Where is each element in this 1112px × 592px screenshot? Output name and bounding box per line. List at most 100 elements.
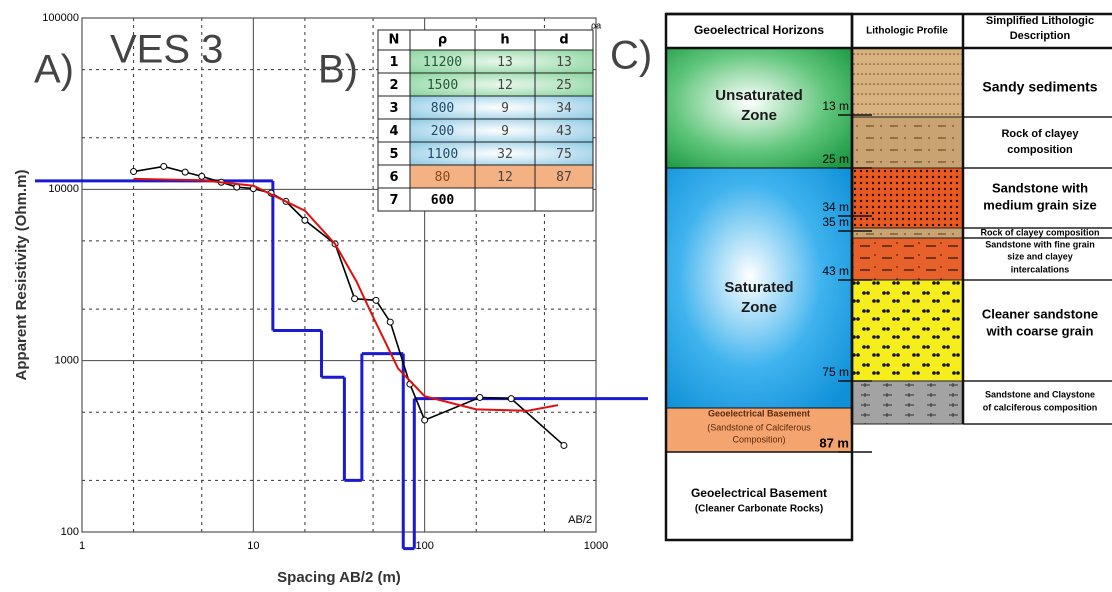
data-point <box>198 172 206 180</box>
chart-title: VES 3 <box>110 28 223 72</box>
table-row-bg <box>410 188 593 211</box>
table-cell: 7 <box>389 193 398 208</box>
y-axis-label: Apparent Resistivity (Ohm.m) <box>13 170 30 381</box>
lithology-label: intercalations <box>1011 264 1070 274</box>
depth-label: 13 m <box>822 99 849 113</box>
panel-b: B) N ρ h d 1 11200 13 13 2 1500 12 25 3 800 9 34 4 200 9 43 5… <box>318 29 594 212</box>
table-row-bg <box>410 96 593 119</box>
horizon-label: Geoelectrical Basement <box>708 408 810 418</box>
lithology-fill <box>851 279 964 382</box>
table-cell: 11200 <box>423 55 462 70</box>
horizon-fill <box>666 48 852 168</box>
data-point <box>421 416 429 424</box>
x-annotation: AB/2 <box>568 514 592 526</box>
horizon-fill <box>666 408 852 452</box>
data-point <box>476 393 484 401</box>
table-cell: 9 <box>501 124 509 139</box>
x-tick-label: 1000 <box>584 540 608 552</box>
lithology-label: composition <box>1007 144 1073 156</box>
lithology-label: Sandstone with fine grain <box>985 239 1095 249</box>
panel-c: C) Geoelectrical Horizons Lithologic Profi… <box>610 12 1112 542</box>
table-cell: 1100 <box>427 147 458 162</box>
table-cell: 12 <box>497 78 513 93</box>
data-point <box>301 216 309 224</box>
table-cell: 6 <box>389 170 398 185</box>
lithology-fill <box>851 380 964 425</box>
horizon-label: (Sandstone of Calciferous <box>707 422 811 432</box>
data-point <box>507 395 515 403</box>
table-row-bg <box>410 73 593 96</box>
data-point <box>160 162 168 170</box>
table-cell: 4 <box>389 124 398 139</box>
table-cell: 32 <box>497 147 513 162</box>
data-point <box>351 295 359 303</box>
panel-label: A) <box>34 48 74 92</box>
series-line <box>133 177 559 412</box>
lithology-label: Sandstone with <box>992 180 1088 195</box>
depth-label: 35 m <box>822 215 849 229</box>
y-tick-label: 100 <box>61 526 79 538</box>
x-tick-label: 1 <box>79 540 85 552</box>
column-header: Simplified Lithologic <box>986 15 1094 27</box>
data-point <box>560 441 568 449</box>
data-point <box>386 318 394 326</box>
table-cell: 1 <box>389 55 398 70</box>
table-cell: 43 <box>556 124 572 139</box>
table-row-bg <box>410 119 593 142</box>
lithology-label: of calciferous composition <box>983 402 1098 412</box>
horizon-fill <box>666 168 852 408</box>
table-cell: 600 <box>431 193 455 208</box>
lithology-label: with coarse grain <box>986 323 1094 338</box>
y-tick-label: 100000 <box>42 12 79 24</box>
depth-label: 34 m <box>822 200 849 214</box>
data-point <box>372 296 380 304</box>
x-tick-label: 100 <box>415 540 433 552</box>
lithology-fill <box>851 116 964 169</box>
table-header: h <box>500 33 509 48</box>
lithology-fill <box>851 227 964 239</box>
table-cell: 200 <box>431 124 454 139</box>
lithology-label: Cleaner sandstone <box>982 306 1098 321</box>
lithology-label: Sandstone and Claystone <box>985 389 1095 399</box>
table-cell: 12 <box>497 170 513 185</box>
y-tick-label: 10000 <box>48 183 79 195</box>
x-axis-label: Spacing AB/2 (m) <box>277 569 401 586</box>
table-cell: 800 <box>431 101 454 116</box>
y-annotation: ρa <box>591 20 601 30</box>
table-row-bg <box>410 142 593 165</box>
horizon-label: Saturated <box>724 279 793 296</box>
table-cell: 3 <box>389 101 398 116</box>
table-row-bg <box>410 50 593 73</box>
column-header: Description <box>1010 30 1071 42</box>
panel-label: B) <box>318 48 358 92</box>
data-point <box>181 168 189 176</box>
table-cell: 2 <box>389 78 398 93</box>
table-header: d <box>559 33 568 48</box>
table-cell: 34 <box>556 101 572 116</box>
table-cell: 25 <box>556 78 572 93</box>
plot-frame <box>81 17 597 533</box>
x-tick-label: 10 <box>247 540 259 552</box>
table-header: N <box>389 33 400 48</box>
horizon-label: Zone <box>741 299 777 316</box>
table-cell: 80 <box>435 170 451 185</box>
lithology-fill <box>851 47 964 118</box>
lithology-label: medium grain size <box>983 197 1096 212</box>
table-cell: 13 <box>556 55 572 70</box>
horizon-fill <box>666 452 852 540</box>
depth-label: 87 m <box>819 435 849 450</box>
lithology-fill <box>851 167 964 229</box>
table-cell: 1500 <box>427 78 458 93</box>
table-header: ρ <box>438 33 447 48</box>
table-cell: 9 <box>501 101 509 116</box>
column-header: Geoelectrical Horizons <box>694 23 824 37</box>
depth-label: 43 m <box>822 264 849 278</box>
lithology-fill <box>851 237 964 281</box>
column-header: Lithologic Profile <box>866 26 948 37</box>
y-tick-label: 1000 <box>55 355 79 367</box>
horizon-label: Geoelectrical Basement <box>691 486 827 500</box>
table-row-bg <box>410 165 593 188</box>
horizon-label: Composition) <box>732 434 785 444</box>
horizon-label: Zone <box>741 107 777 124</box>
